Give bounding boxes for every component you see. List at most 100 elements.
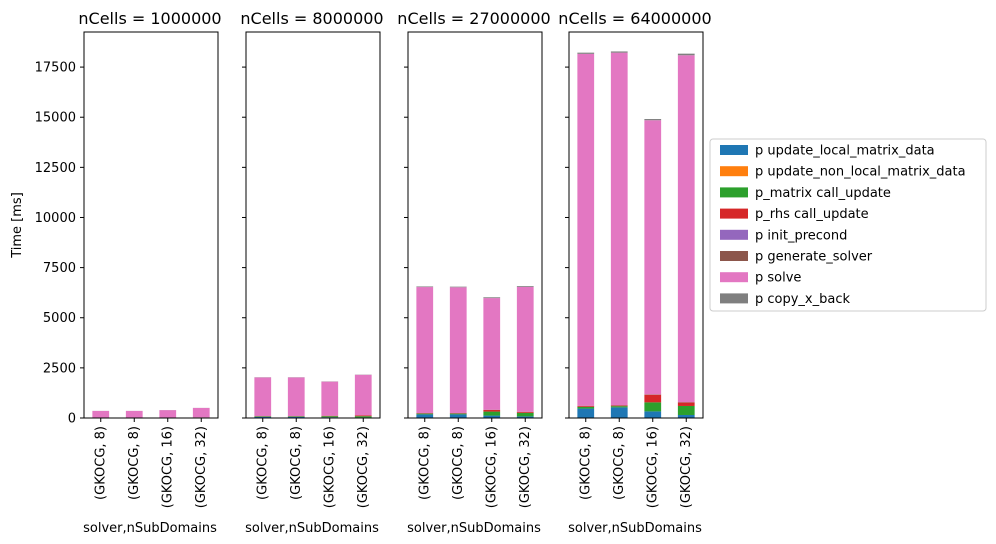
panel-1-title: nCells = 8000000 (240, 9, 383, 28)
x-tick-label-p1-c3: (GKOCG, 32) (356, 426, 371, 508)
bar-p3-c0-s7 (577, 52, 595, 54)
bar-p2-c1-s6 (449, 287, 467, 413)
bar-p3-c0-s0 (577, 408, 595, 418)
bar-p3-c3-s6 (677, 55, 695, 403)
bar-p1-c1-s6 (287, 377, 305, 417)
bar-p2-c2-s3 (483, 409, 501, 412)
bar-p1-c3-s2 (354, 416, 372, 418)
legend-label-7: p copy_x_back (755, 292, 850, 307)
bar-p1-c0-s2 (254, 416, 272, 417)
y-tick-label-4: 10000 (35, 211, 76, 226)
x-tick-label-p0-c0: (GKOCG, 8) (93, 426, 108, 500)
bar-p3-c1-s3 (610, 405, 628, 407)
x-tick-label-p1-c1: (GKOCG, 8) (289, 426, 304, 500)
bar-p2-c2-s0 (483, 415, 501, 418)
legend-label-4: p init_precond (755, 228, 847, 243)
plot-frame-3 (568, 31, 704, 419)
y-tick-label-1: 2500 (43, 361, 76, 376)
bar-p0-c3-s6 (192, 407, 210, 418)
bar-p3-c3-s3 (677, 402, 695, 406)
legend-swatch-7 (720, 293, 748, 304)
bar-p1-c1-s2 (287, 416, 305, 417)
bar-p1-c3-s6 (354, 374, 372, 416)
plot-frame-1 (245, 31, 381, 419)
bar-p1-c2-s2 (321, 416, 339, 418)
bar-p2-c2-s6 (483, 298, 501, 410)
bar-p0-c2-s6 (159, 410, 177, 418)
panel-0: nCells = 1000000 solver,nSubDomains (GKO… (35, 9, 222, 536)
bar-p3-c3-s0 (677, 414, 695, 418)
bar-p1-c2-s6 (321, 381, 339, 416)
bar-p2-c0-s0 (416, 414, 434, 418)
x-tick-label-p3-c0: (GKOCG, 8) (578, 426, 593, 500)
panel-3: nCells = 64000000 solver,nSubDomains (GK… (558, 9, 711, 536)
bar-p3-c3-s2 (677, 405, 695, 415)
bar-p1-c0-s6 (254, 377, 272, 417)
bar-p2-c1-s2 (449, 413, 467, 415)
panel-3-title: nCells = 64000000 (558, 9, 711, 28)
bar-p3-c2-s6 (644, 120, 662, 395)
bar-p3-c1-s2 (610, 406, 628, 408)
y-tick-label-5: 12500 (35, 161, 76, 176)
bar-p3-c0-s2 (577, 406, 595, 409)
bar-p3-c2-s2 (644, 402, 662, 412)
panel-0-xlabel: solver,nSubDomains (83, 521, 217, 536)
panel-2-xlabel: solver,nSubDomains (407, 521, 541, 536)
panel-3-xlabel: solver,nSubDomains (568, 521, 702, 536)
bar-p1-c3-s3 (354, 415, 372, 417)
y-tick-label-3: 7500 (43, 261, 76, 276)
x-tick-label-p2-c1: (GKOCG, 8) (451, 426, 466, 500)
bar-p2-c2-s2 (483, 411, 501, 416)
panel-2-title: nCells = 27000000 (397, 9, 550, 28)
legend-swatch-1 (720, 166, 748, 177)
panel-2: nCells = 27000000 solver,nSubDomains (GK… (397, 9, 550, 536)
x-tick-label-p0-c3: (GKOCG, 32) (194, 426, 209, 508)
legend-label-0: p update_local_matrix_data (755, 144, 935, 159)
legend-swatch-0 (720, 145, 748, 155)
bar-p2-c1-s7 (449, 286, 467, 288)
bar-p2-c0-s2 (416, 413, 434, 415)
legend-swatch-5 (720, 251, 748, 261)
panel-1: nCells = 8000000 solver,nSubDomains (GKO… (240, 9, 383, 536)
bar-p2-c3-s0 (516, 416, 534, 418)
panel-1-xlabel: solver,nSubDomains (245, 521, 379, 536)
bar-p3-c0-s3 (577, 406, 595, 407)
y-tick-label-0: 0 (68, 412, 76, 427)
bar-p0-c1-s6 (125, 410, 143, 418)
bar-p3-c2-s7 (644, 119, 662, 121)
x-tick-label-p2-c2: (GKOCG, 16) (484, 426, 499, 508)
x-tick-label-p1-c2: (GKOCG, 16) (322, 426, 337, 508)
panel-0-title: nCells = 1000000 (78, 9, 221, 28)
bar-p3-c1-s6 (610, 52, 628, 406)
x-tick-label-p1-c0: (GKOCG, 8) (255, 426, 270, 500)
y-tick-label-2: 5000 (43, 311, 76, 326)
bar-p2-c2-s7 (483, 297, 501, 299)
y-tick-label-7: 17500 (35, 61, 76, 76)
plot-frame-0 (83, 31, 219, 419)
y-axis-label: Time [ms] (10, 192, 25, 259)
bar-p3-c1-s7 (610, 51, 628, 53)
x-tick-label-p0-c2: (GKOCG, 16) (160, 426, 175, 508)
bar-p2-c3-s6 (516, 286, 534, 412)
bar-p2-c1-s0 (449, 414, 467, 418)
legend-swatch-2 (720, 187, 748, 198)
bar-p3-c3-s7 (677, 53, 695, 56)
x-tick-label-p3-c2: (GKOCG, 16) (645, 426, 660, 508)
bar-p3-c0-s6 (577, 53, 595, 406)
x-tick-label-p0-c1: (GKOCG, 8) (127, 426, 142, 500)
bar-p3-c2-s3 (644, 394, 662, 403)
plot-frame-2 (407, 31, 543, 419)
bar-p2-c0-s6 (416, 287, 434, 413)
bar-p2-c3-s7 (516, 286, 534, 287)
legend-swatch-3 (720, 208, 748, 219)
legend-label-2: p_matrix call_update (755, 186, 891, 201)
x-tick-label-p2-c3: (GKOCG, 32) (518, 426, 533, 508)
legend-frame (709, 138, 987, 312)
legend-swatch-6 (720, 272, 748, 283)
x-tick-label-p2-c0: (GKOCG, 8) (417, 426, 432, 500)
legend-label-5: p generate_solver (755, 250, 873, 265)
legend-label-1: p update_non_local_matrix_data (755, 165, 966, 180)
bar-p2-c3-s2 (516, 412, 534, 417)
legend-label-6: p solve (755, 271, 801, 286)
